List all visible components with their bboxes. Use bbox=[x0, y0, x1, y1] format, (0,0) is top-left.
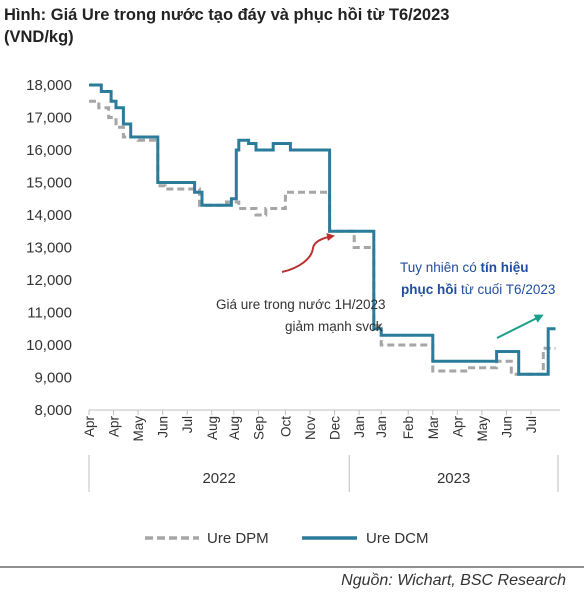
x-tick-label: Apr bbox=[450, 416, 465, 438]
annotation-recovery-line-1: Tuy nhiên có tín hiệu bbox=[400, 260, 529, 275]
legend: Ure DPM Ure DCM bbox=[145, 530, 429, 547]
x-tick-label: Jan bbox=[352, 416, 367, 438]
y-tick-label: 14,000 bbox=[26, 207, 72, 224]
x-tick-label: Jan bbox=[374, 416, 389, 438]
y-tick-label: 10,000 bbox=[26, 337, 72, 354]
ure-price-chart: 8,000 9,000 10,000 11,000 12,000 13,000 14,000… bbox=[0, 77, 584, 568]
y-tick-label: 8,000 bbox=[34, 402, 72, 419]
annotation-decline-line-2: giảm mạnh svck bbox=[285, 319, 383, 334]
x-tick-label: Aug bbox=[205, 416, 220, 440]
legend-label-dpm: Ure DPM bbox=[207, 530, 269, 547]
annotation-recovery-text-1: Tuy nhiên có bbox=[400, 260, 481, 275]
x-tick-label: Jun bbox=[499, 416, 514, 438]
y-tick-label: 13,000 bbox=[26, 240, 72, 257]
series-line-ure-dpm bbox=[89, 99, 556, 376]
decline-arrow bbox=[281, 233, 335, 273]
x-tick-label: Mar bbox=[426, 415, 441, 439]
annotation-recovery-emphasis-2: phục hồi bbox=[401, 282, 457, 297]
series-line-ure-dcm bbox=[89, 83, 556, 376]
x-tick-label: Dec bbox=[328, 416, 343, 440]
annotation-recovery-text-2: từ cuối T6/2023 bbox=[457, 282, 555, 297]
y-tick-label: 9,000 bbox=[34, 370, 72, 387]
x-tick-label: Feb bbox=[401, 416, 416, 439]
series-layer bbox=[89, 83, 556, 376]
annotation-recovery-emphasis-1: tín hiệu bbox=[481, 260, 529, 275]
axes-layer: 8,000 9,000 10,000 11,000 12,000 13,000 14,000… bbox=[26, 77, 560, 492]
x-tick-label: Oct bbox=[278, 416, 293, 437]
y-tick-label: 15,000 bbox=[26, 175, 72, 192]
x-tick-label: May bbox=[475, 416, 490, 442]
annotation-recovery-line-2: phục hồi từ cuối T6/2023 bbox=[401, 282, 555, 297]
x-tick-label: Sep bbox=[251, 416, 266, 440]
y-tick-label: 12,000 bbox=[26, 272, 72, 289]
x-tick-label: Jun bbox=[156, 416, 171, 438]
y-tick-label: 11,000 bbox=[27, 305, 72, 322]
x-tick-label: Jul bbox=[180, 416, 195, 433]
recovery-arrow bbox=[496, 314, 544, 339]
x-tick-label: Nov bbox=[303, 416, 318, 440]
legend-label-dcm: Ure DCM bbox=[366, 530, 429, 547]
y-tick-label: 18,000 bbox=[26, 77, 72, 94]
year-group-label: 2022 bbox=[202, 470, 235, 487]
x-tick-label: Apr bbox=[82, 416, 97, 438]
chart-title: Hình: Giá Ure trong nước tạo đáy và phục… bbox=[4, 4, 580, 48]
chart-title-line-1: Hình: Giá Ure trong nước tạo đáy và phục… bbox=[4, 6, 450, 24]
chart-title-line-2: (VND/kg) bbox=[4, 28, 74, 46]
y-tick-label: 17,000 bbox=[26, 110, 72, 127]
year-group-label: 2023 bbox=[437, 470, 470, 487]
x-tick-label: Aug bbox=[227, 416, 242, 440]
x-tick-label: Apr bbox=[107, 416, 122, 438]
annotation-decline-line-1: Giá ure trong nước 1H/2023 bbox=[216, 297, 385, 312]
x-tick-label: May bbox=[131, 416, 146, 442]
source-note: Nguồn: Wichart, BSC Research bbox=[341, 572, 566, 589]
y-tick-label: 16,000 bbox=[26, 142, 72, 159]
x-tick-label: Jul bbox=[524, 416, 539, 433]
